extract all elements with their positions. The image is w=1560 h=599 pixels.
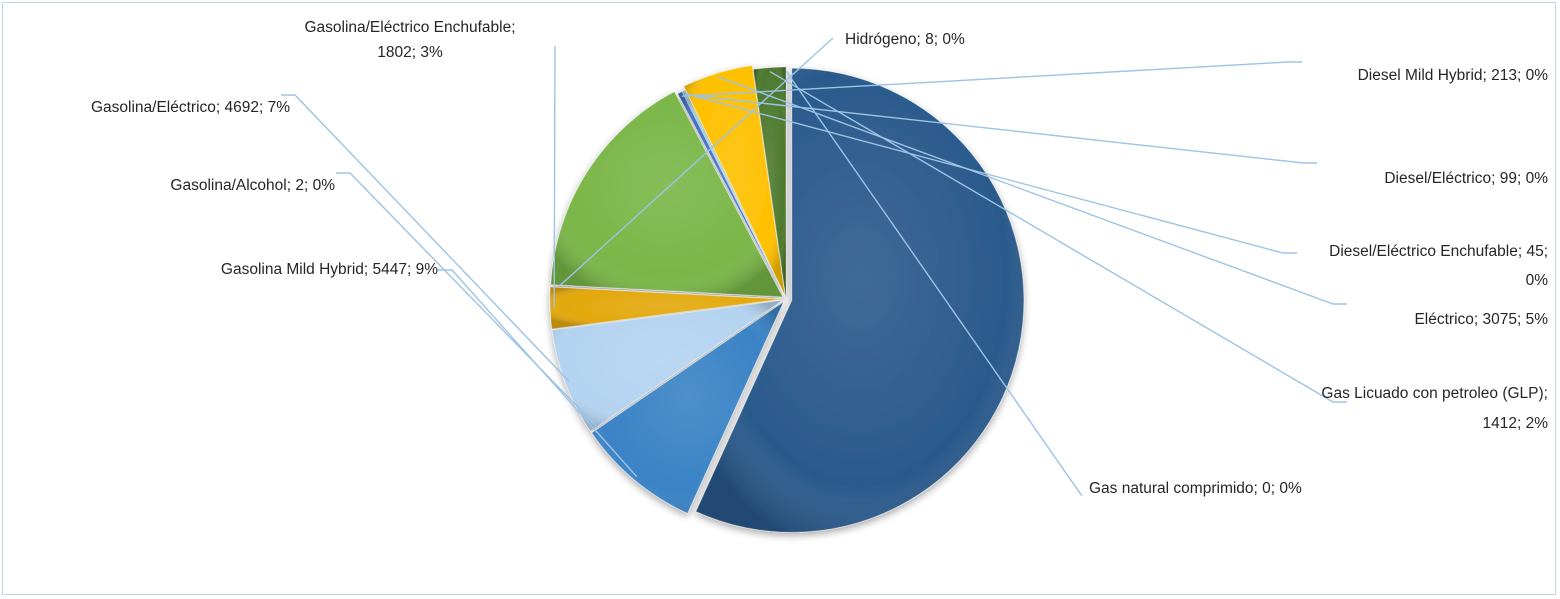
pie-slice-shade (684, 90, 786, 299)
leader-line (557, 37, 834, 288)
data-label: Gasolina/Eléctrico Enchufable; (304, 19, 515, 36)
pie-slice-shade (591, 302, 784, 514)
data-label: Eléctrico; 3075; 5% (1414, 311, 1548, 328)
data-label: Gasolina/Alcohol; 2; 0% (170, 177, 335, 194)
data-label: Gasolina/Eléctrico; 4692; 7% (91, 99, 290, 116)
data-label: Diesel/Eléctrico; 99; 0% (1384, 170, 1548, 187)
data-label: Hidrógeno; 8; 0% (845, 31, 965, 48)
leader-line (281, 94, 570, 382)
data-label: 1802; 3% (377, 44, 443, 61)
leader-line (686, 93, 1297, 254)
pie-slice-shade (550, 91, 783, 297)
pie-slice-shade (695, 68, 1024, 533)
data-label: Gas Licuado con petroleo (GLP); (1321, 385, 1548, 402)
leader-line (336, 172, 599, 428)
data-label: Diesel/Eléctrico Enchufable; 45; (1329, 243, 1548, 260)
pie-slice-shade (753, 67, 786, 299)
data-label: Gasolina Mild Hybrid; 5447; 9% (221, 261, 438, 278)
leader-line (438, 269, 638, 478)
leader-line (553, 45, 556, 308)
pie-slice-shade (552, 300, 783, 432)
leader-line (785, 70, 1083, 497)
pie-slice-shade (550, 287, 783, 329)
pie-slice-shade (677, 91, 786, 299)
leader-line (769, 70, 1347, 403)
data-label: Gas natural comprimido; 0; 0% (1089, 480, 1302, 497)
data-label: 0% (1526, 272, 1549, 289)
data-label: Diesel Mild Hybrid; 213; 0% (1358, 67, 1549, 84)
leader-line (718, 76, 1347, 305)
leader-line (681, 61, 1302, 97)
data-label: 1412; 2% (1483, 415, 1549, 432)
pie-slice-shade (683, 65, 785, 296)
leader-line (684, 93, 1317, 164)
